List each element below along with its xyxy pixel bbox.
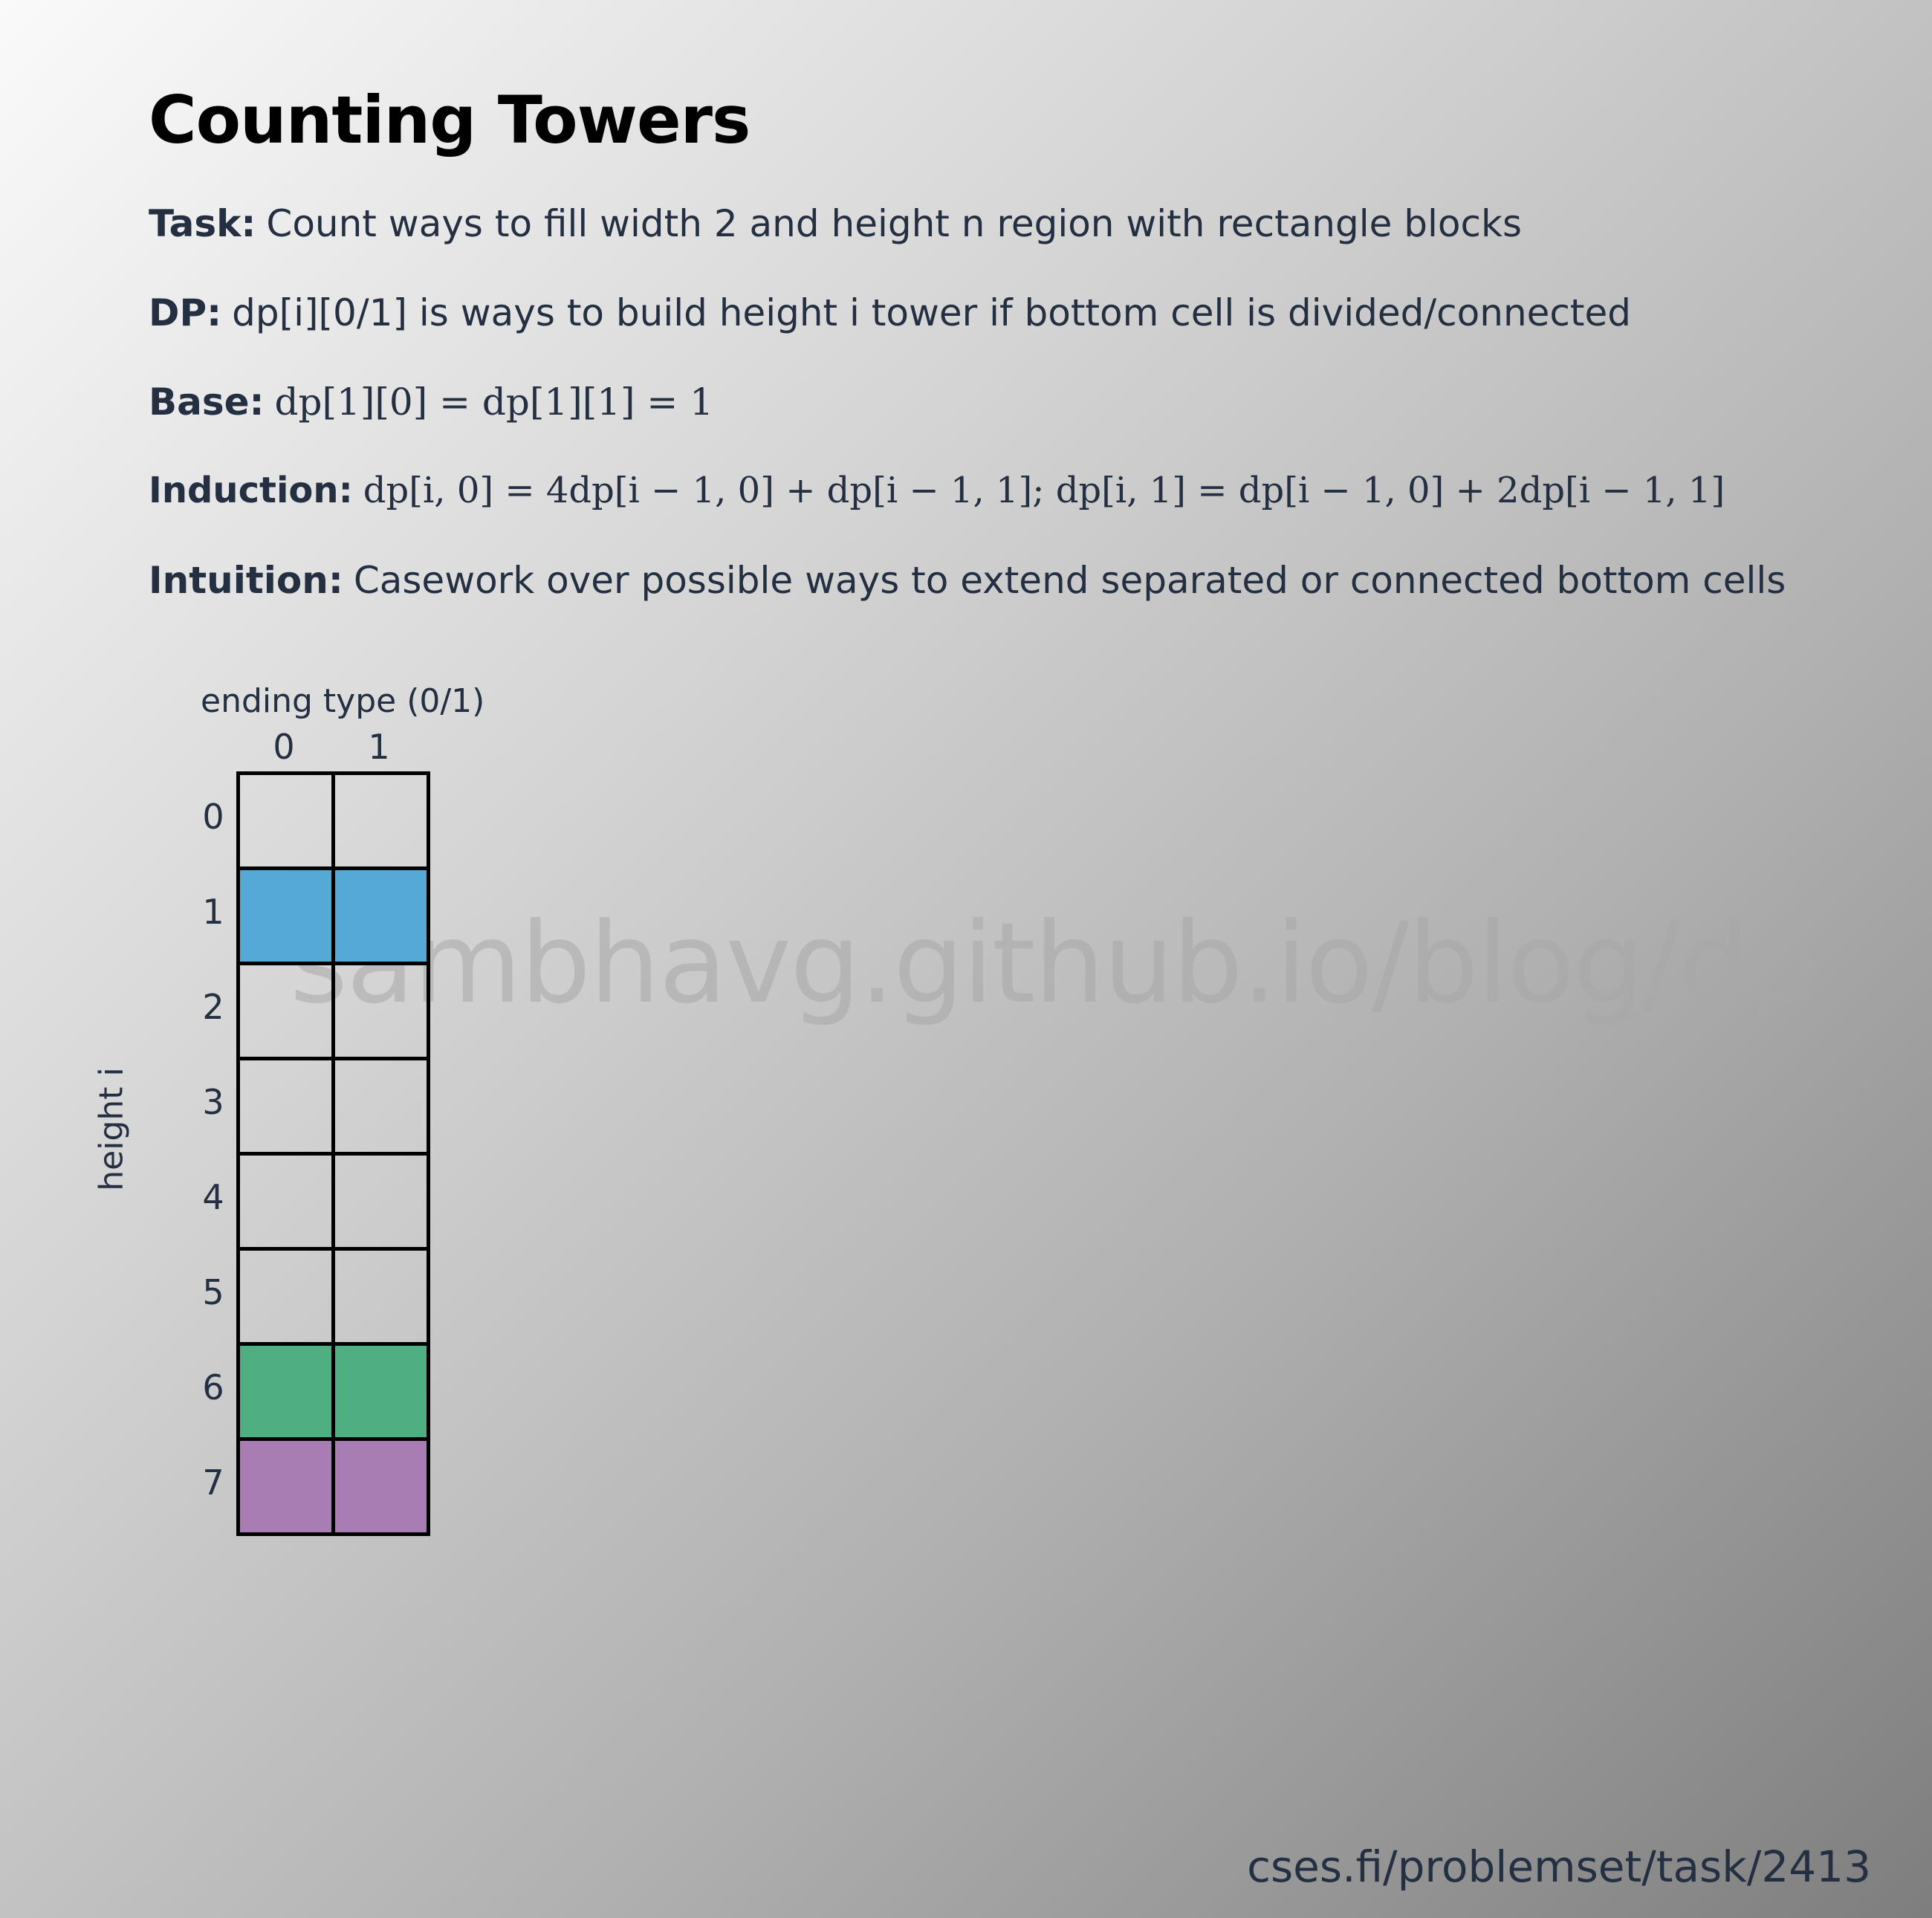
task-text: Count ways to fill width 2 and height n … bbox=[266, 202, 1522, 245]
table-cell-r7-c0 bbox=[236, 1437, 335, 1536]
row-label-7: 7 bbox=[202, 1462, 224, 1503]
base-text: dp[1][0] = dp[1][1] = 1 bbox=[274, 380, 714, 424]
dp-table-grid bbox=[236, 771, 430, 1536]
table-cell-r0-c1 bbox=[331, 771, 430, 870]
watermark: sambhavg.github.io/blog/dp bbox=[290, 899, 1819, 1028]
row-label-5: 5 bbox=[202, 1272, 224, 1312]
dp-label: DP: bbox=[149, 291, 222, 334]
row-axis-title: height i bbox=[92, 1067, 131, 1191]
table-cell-r0-c0 bbox=[236, 771, 335, 870]
base-label: Base: bbox=[149, 380, 265, 424]
footer-link[interactable]: cses.fi/problemset/task/2413 bbox=[1247, 1841, 1871, 1892]
intuition-label: Intuition: bbox=[149, 559, 343, 602]
task-label: Task: bbox=[149, 202, 256, 245]
row-label-2: 2 bbox=[202, 987, 224, 1027]
row-label-1: 1 bbox=[202, 892, 224, 932]
induction-text: dp[i, 0] = 4dp[i − 1, 0] + dp[i − 1, 1];… bbox=[363, 470, 1725, 511]
table-cell-r5-c0 bbox=[236, 1247, 335, 1346]
table-cell-r3-c0 bbox=[236, 1057, 335, 1156]
base-line: Base: dp[1][0] = dp[1][1] = 1 bbox=[149, 380, 713, 424]
table-cell-r2-c1 bbox=[331, 962, 430, 1060]
induction-line: Induction: dp[i, 0] = 4dp[i − 1, 0] + dp[… bbox=[149, 470, 1725, 511]
column-axis-title: ending type (0/1) bbox=[201, 682, 485, 720]
task-line: Task: Count ways to fill width 2 and heig… bbox=[149, 202, 1522, 245]
table-cell-r6-c0 bbox=[236, 1342, 335, 1441]
column-label-1: 1 bbox=[368, 727, 390, 767]
dp-text: dp[i][0/1] is ways to build height i tow… bbox=[232, 291, 1631, 334]
row-label-6: 6 bbox=[202, 1367, 224, 1407]
table-cell-r4-c0 bbox=[236, 1152, 335, 1251]
intuition-text: Casework over possible ways to extend se… bbox=[353, 559, 1786, 602]
intuition-line: Intuition: Casework over possible ways to… bbox=[149, 559, 1786, 602]
table-cell-r3-c1 bbox=[331, 1057, 430, 1156]
column-label-0: 0 bbox=[273, 727, 295, 767]
table-cell-r6-c1 bbox=[331, 1342, 430, 1441]
row-label-4: 4 bbox=[202, 1177, 224, 1217]
row-label-0: 0 bbox=[202, 797, 224, 837]
table-cell-r7-c1 bbox=[331, 1437, 430, 1536]
table-cell-r5-c1 bbox=[331, 1247, 430, 1346]
table-cell-r1-c1 bbox=[331, 866, 430, 965]
dp-line: DP: dp[i][0/1] is ways to build height i … bbox=[149, 291, 1631, 334]
induction-label: Induction: bbox=[149, 470, 353, 511]
page-title: Counting Towers bbox=[149, 82, 751, 158]
table-cell-r4-c1 bbox=[331, 1152, 430, 1251]
row-label-3: 3 bbox=[202, 1082, 224, 1122]
table-cell-r1-c0 bbox=[236, 866, 335, 965]
table-cell-r2-c0 bbox=[236, 962, 335, 1060]
